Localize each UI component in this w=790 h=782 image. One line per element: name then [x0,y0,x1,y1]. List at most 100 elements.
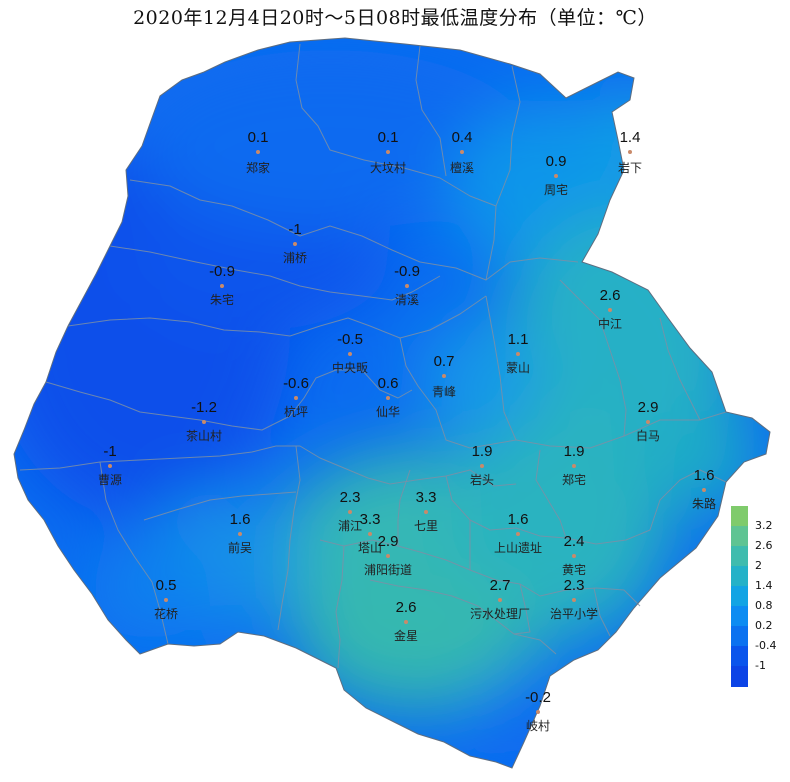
station-dot [646,420,650,424]
station-value: 2.6 [396,599,417,616]
station-value: -1.2 [191,399,217,416]
legend-swatch [731,586,748,607]
station-value: -0.9 [394,263,420,280]
station-name: 岐村 [526,719,550,733]
station-value: -0.5 [337,331,363,348]
station-marker: -0.2 岐村 [525,689,551,733]
station-name: 金星 [394,628,418,643]
station-value: 1.9 [564,443,585,460]
legend-label: 0.8 [755,599,773,612]
station-value: -0.2 [525,689,551,706]
station-name: 治平小学 [550,606,598,621]
station-name: 茶山村 [186,428,222,443]
station-name: 檀溪 [450,160,474,175]
station-marker: 3.3 七里 [414,489,438,533]
station-name: 杭坪 [284,404,308,419]
station-marker: 2.4 黄宅 [562,533,586,577]
legend-swatch [731,506,748,527]
station-dot [348,510,352,514]
station-dot [256,150,260,154]
station-name: 岩头 [470,472,494,487]
station-value: 3.3 [360,511,381,528]
legend-swatch [731,526,748,547]
station-marker: 0.9 周宅 [544,153,568,197]
station-dot [368,532,372,536]
station-marker: 1.4 岩下 [618,129,642,175]
station-value: 1.6 [694,467,715,484]
station-value: -1 [288,221,301,238]
station-value: 0.4 [452,129,473,146]
station-dot [702,488,706,492]
station-marker: -1 浦桥 [283,221,307,265]
station-name: 朱宅 [210,292,234,307]
station-value: 2.6 [600,287,621,304]
station-dot [108,464,112,468]
station-name: 郑家 [246,160,270,175]
station-marker: 3.3 塔山 [358,511,382,555]
station-dot [554,174,558,178]
station-dot [442,374,446,378]
station-value: 0.1 [378,129,399,146]
station-name: 周宅 [544,182,568,197]
station-marker: -0.9 清溪 [394,263,420,307]
station-marker: 2.6 中江 [598,287,622,331]
station-name: 大坟村 [370,161,406,175]
station-value: -0.6 [283,375,309,392]
station-value: 2.9 [638,399,659,416]
station-name: 仙华 [376,405,400,419]
station-marker: 1.6 上山遗址 [494,511,542,555]
station-dot [608,308,612,312]
station-value: 0.7 [434,353,455,370]
station-value: 2.7 [490,577,511,594]
town-borders [19,43,727,669]
station-name: 中江 [598,316,622,331]
legend-swatch [731,566,748,587]
station-name: 浦江 [338,519,362,533]
station-name: 浦阳街道 [364,563,412,577]
station-value: 3.3 [416,489,437,506]
station-name: 岩下 [618,160,642,175]
station-dot [516,352,520,356]
station-value: 2.3 [340,489,361,506]
station-value: 2.4 [564,533,585,550]
station-name: 朱路 [692,496,716,511]
station-marker: 1.9 郑宅 [562,443,586,487]
station-name: 七里 [414,519,438,533]
station-marker: 0.1 大坟村 [370,129,406,175]
station-marker: 2.9 浦阳街道 [364,533,412,577]
station-name: 塔山 [358,541,382,555]
station-dot [386,396,390,400]
station-dot [238,532,242,536]
station-dot [480,464,484,468]
station-marker: -1 曹源 [98,443,122,487]
legend-label: 3.2 [755,519,773,532]
station-marker: 0.5 花桥 [154,577,178,621]
station-dot [386,554,390,558]
station-marker: 0.6 仙华 [376,375,400,419]
station-value: 1.6 [508,511,529,528]
station-marker: 0.4 檀溪 [450,129,474,175]
legend-swatch [731,666,748,687]
station-marker: 2.3 浦江 [338,489,362,533]
station-dot [572,464,576,468]
station-dot [498,598,502,602]
station-name: 曹源 [98,473,122,487]
legend-label: 2 [755,559,762,572]
station-marker: 0.1 郑家 [246,129,270,175]
station-dot [516,532,520,536]
station-name: 白马 [636,428,660,443]
legend-label: 1.4 [755,579,773,592]
station-marker: 2.9 白马 [636,399,660,443]
station-name: 中央畈 [332,360,368,375]
station-marker: 2.7 污水处理厂 [470,577,530,621]
station-value: 0.6 [378,375,399,392]
station-dot [404,620,408,624]
legend-label: 2.6 [755,539,773,552]
station-name: 浦桥 [283,251,307,265]
station-dot [405,284,409,288]
legend-swatch [731,646,748,667]
station-dot [293,242,297,246]
station-marker: 1.1 蒙山 [506,331,530,375]
station-name: 花桥 [154,606,178,621]
